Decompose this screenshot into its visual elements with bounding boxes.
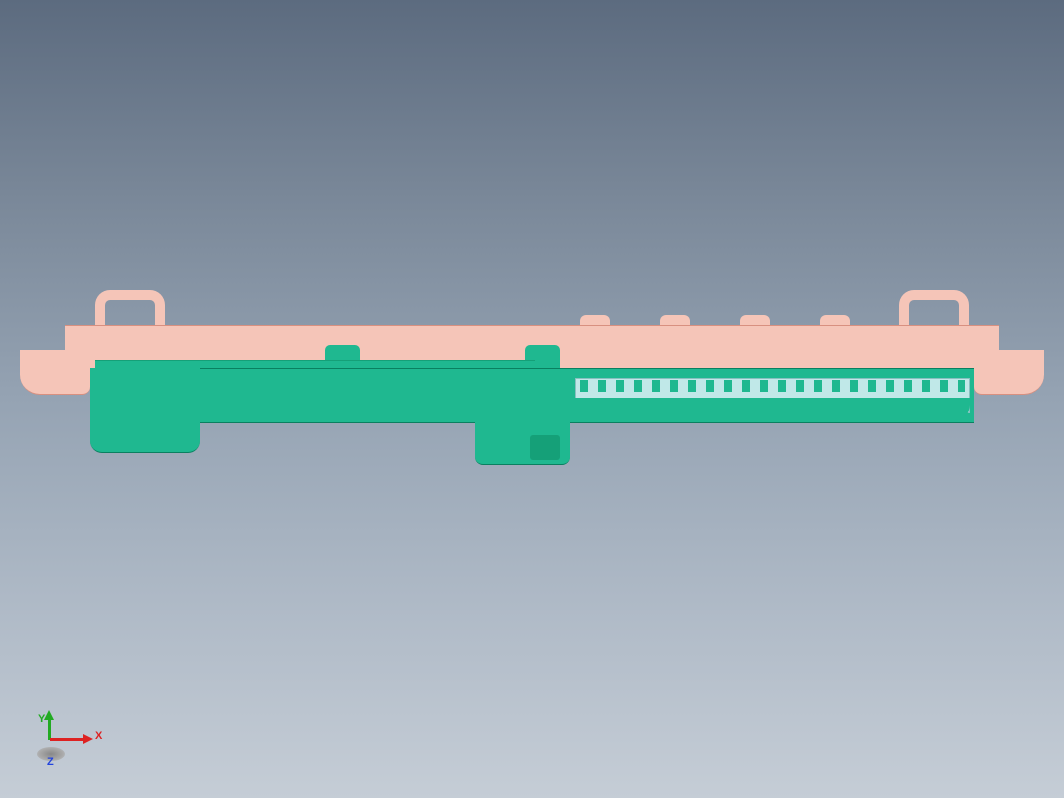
cad-viewport[interactable]: X Y Z — [0, 0, 1064, 798]
x-axis-label: X — [95, 730, 102, 742]
y-axis — [48, 718, 51, 740]
model-assembly[interactable] — [20, 290, 1044, 490]
z-axis-label: Z — [47, 756, 54, 768]
inset-teeth-pattern — [580, 380, 965, 392]
y-axis-label: Y — [38, 713, 45, 725]
end-cap-right — [974, 350, 1044, 395]
end-cap-left — [20, 350, 90, 395]
coordinate-triad[interactable]: X Y Z — [25, 718, 105, 778]
green-body-left-section — [90, 368, 200, 453]
green-right-edge — [575, 398, 970, 420]
x-axis — [50, 738, 85, 741]
center-notch — [530, 435, 560, 460]
